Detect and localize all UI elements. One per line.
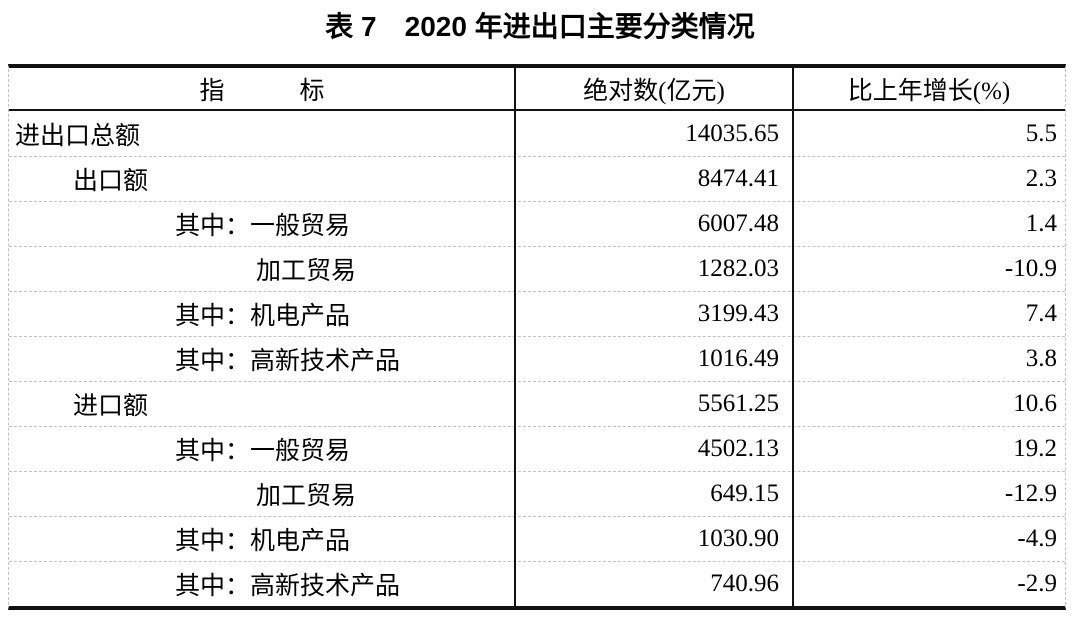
indicator-cell: 其中：高新技术产品 xyxy=(175,573,401,600)
growth-cell: 5.5 xyxy=(1025,119,1057,147)
absolute-value-cell: 740.96 xyxy=(710,570,779,597)
table-row: 其中：高新技术产品 740.96 -2.9 xyxy=(9,561,1065,606)
column-divider-1 xyxy=(514,68,516,606)
indicator-cell: 其中：机电产品 xyxy=(175,303,351,330)
table-title: 表 7 2020 年进出口主要分类情况 xyxy=(325,11,755,42)
growth-cell: -4.9 xyxy=(1017,525,1057,552)
indicator-cell: 其中：一般贸易 xyxy=(175,213,351,240)
growth-cell: -2.9 xyxy=(1017,570,1057,597)
growth-cell: 1.4 xyxy=(1025,210,1057,237)
absolute-value-cell: 8474.41 xyxy=(697,165,779,192)
table-row: 出口额 8474.41 2.3 xyxy=(9,156,1065,201)
growth-cell: -10.9 xyxy=(1004,255,1057,282)
table-row: 其中：一般贸易 6007.48 1.4 xyxy=(9,201,1065,246)
growth-cell: 2.3 xyxy=(1025,165,1057,192)
indicator-cell: 进口额 xyxy=(73,393,149,420)
absolute-value-cell: 1030.90 xyxy=(697,525,779,552)
growth-cell: 10.6 xyxy=(1013,390,1057,417)
growth-cell: -12.9 xyxy=(1004,480,1057,507)
indicator-cell: 进出口总额 xyxy=(15,122,141,150)
growth-cell: 7.4 xyxy=(1025,300,1057,327)
absolute-value-cell: 6007.48 xyxy=(697,210,779,237)
absolute-value-cell: 3199.43 xyxy=(697,300,779,327)
header-indicator: 指 标 xyxy=(199,77,325,105)
indicator-cell: 其中：一般贸易 xyxy=(175,438,351,465)
table-row: 其中：高新技术产品 1016.49 3.8 xyxy=(9,336,1065,381)
absolute-value-cell: 1282.03 xyxy=(697,255,779,282)
table-header-row: 指 标 绝对数(亿元) 比上年增长(%) xyxy=(9,68,1065,111)
indicator-cell: 加工贸易 xyxy=(256,483,357,510)
indicator-cell: 其中：机电产品 xyxy=(175,528,351,555)
absolute-value-cell: 14035.65 xyxy=(685,119,779,147)
absolute-value-cell: 649.15 xyxy=(710,480,779,507)
absolute-value-cell: 1016.49 xyxy=(697,345,779,372)
table-row: 进口额 5561.25 10.6 xyxy=(9,381,1065,426)
growth-cell: 3.8 xyxy=(1025,345,1057,372)
column-divider-2 xyxy=(792,68,794,606)
table-row: 加工贸易 1282.03 -10.9 xyxy=(9,246,1065,291)
indicator-cell: 出口额 xyxy=(73,168,149,195)
header-absolute-value: 绝对数(亿元) xyxy=(583,77,725,105)
absolute-value-cell: 4502.13 xyxy=(697,435,779,462)
table-row: 其中：机电产品 1030.90 -4.9 xyxy=(9,516,1065,561)
table-row: 其中：一般贸易 4502.13 19.2 xyxy=(9,426,1065,471)
indicator-cell: 加工贸易 xyxy=(256,258,357,285)
table-body: 进出口总额 14035.65 5.5 出口额 8474.41 2.3 其中：一般… xyxy=(9,111,1065,606)
table-row: 进出口总额 14035.65 5.5 xyxy=(9,111,1065,156)
growth-cell: 19.2 xyxy=(1013,435,1057,462)
header-growth: 比上年增长(%) xyxy=(847,77,1011,105)
table-row: 加工贸易 649.15 -12.9 xyxy=(9,471,1065,516)
absolute-value-cell: 5561.25 xyxy=(697,390,779,417)
statistics-table: 指 标 绝对数(亿元) 比上年增长(%) 进出口总额 14035.65 5.5 … xyxy=(8,64,1066,610)
table-row: 其中：机电产品 3199.43 7.4 xyxy=(9,291,1065,336)
indicator-cell: 其中：高新技术产品 xyxy=(175,348,401,375)
